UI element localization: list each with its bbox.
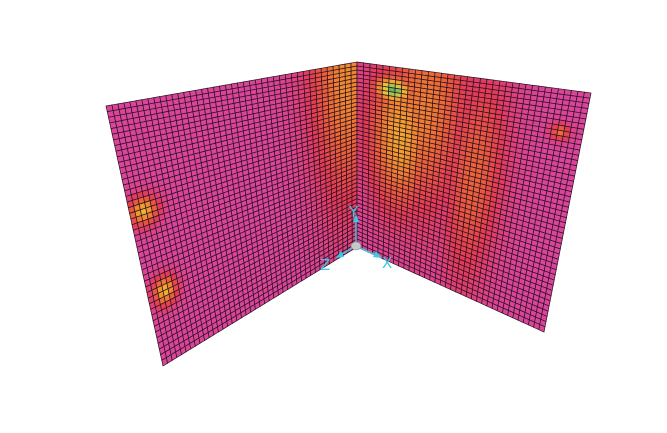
z-axis-label: Z bbox=[320, 256, 330, 274]
y-axis-label: Y bbox=[348, 203, 359, 221]
axis-triad: Y X Z bbox=[320, 203, 392, 274]
origin-marker bbox=[350, 241, 362, 251]
left-wall-mesh bbox=[105, 61, 358, 367]
x-axis-arrow bbox=[373, 251, 382, 258]
z-axis-arrow bbox=[336, 251, 344, 258]
x-axis-label: X bbox=[382, 254, 392, 272]
right-wall-mesh-cell bbox=[538, 323, 546, 333]
right-wall-mesh bbox=[356, 61, 592, 333]
y-axis-arrow bbox=[353, 214, 359, 222]
